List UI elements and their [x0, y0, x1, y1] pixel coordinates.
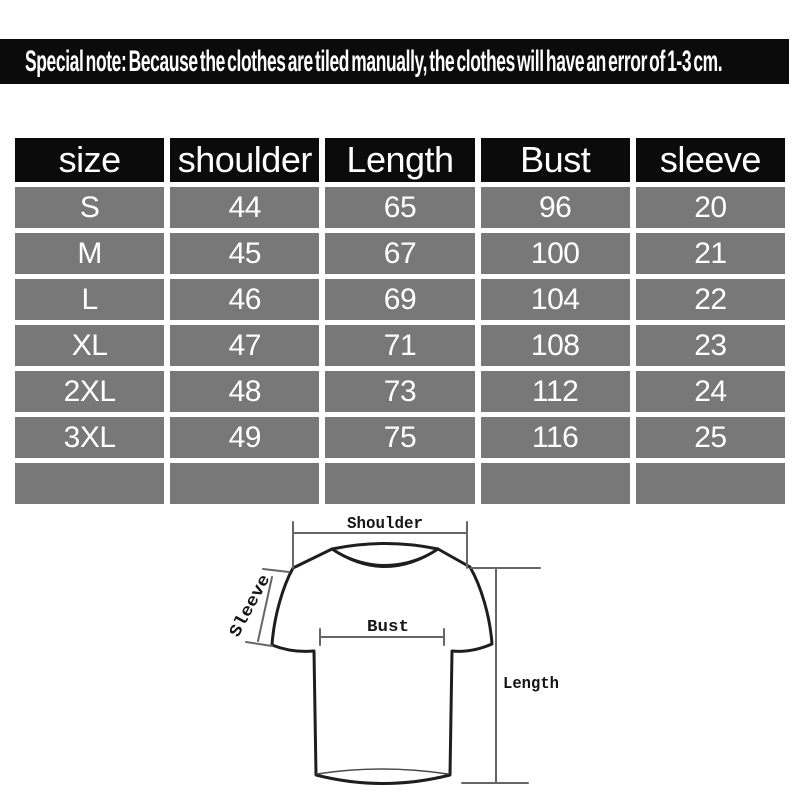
bust-label: Bust	[367, 618, 409, 637]
empty-cell	[480, 463, 630, 504]
special-note-text: Special note: Because the clothes are ti…	[25, 44, 723, 78]
header-cell: Length	[325, 138, 475, 182]
size-cell: S	[15, 187, 165, 228]
value-cell: 22	[635, 279, 785, 320]
value-cell: 65	[325, 187, 475, 228]
value-cell: 67	[325, 233, 475, 274]
header-cell: shoulder	[170, 138, 320, 182]
sleeve-label: Sleeve	[230, 572, 275, 641]
sleeve-measure-tick-top	[262, 568, 290, 573]
sleeve-measure-tick-bottom	[245, 641, 273, 647]
value-cell: 73	[325, 371, 475, 412]
length-label: Length	[503, 675, 559, 694]
collar-inner-line	[336, 551, 434, 566]
value-cell: 20	[635, 187, 785, 228]
header-cell: Bust	[480, 138, 630, 182]
value-cell: 108	[480, 325, 630, 366]
value-cell: 112	[480, 371, 630, 412]
sleeve-measure-line	[257, 576, 273, 642]
empty-cell	[325, 463, 475, 504]
value-cell: 48	[170, 371, 320, 412]
value-cell: 69	[325, 279, 475, 320]
header-cell: size	[15, 138, 165, 182]
size-cell: 2XL	[15, 371, 165, 412]
value-cell: 96	[480, 187, 630, 228]
value-cell: 24	[635, 371, 785, 412]
shoulder-label: Shoulder	[347, 515, 423, 534]
value-cell: 49	[170, 417, 320, 458]
value-cell: 44	[170, 187, 320, 228]
size-cell: 3XL	[15, 417, 165, 458]
value-cell: 104	[480, 279, 630, 320]
value-cell: 25	[635, 417, 785, 458]
value-cell: 75	[325, 417, 475, 458]
value-cell: 45	[170, 233, 320, 274]
tshirt-outline	[270, 542, 494, 785]
size-cell: L	[15, 279, 165, 320]
hem-rim-line	[316, 768, 449, 775]
value-cell: 46	[170, 279, 320, 320]
size-table: size shoulder Length Bust sleeve S 44 65 96 20 M 45…	[15, 138, 785, 504]
value-cell: 23	[635, 325, 785, 366]
tshirt-measurement-diagram: Shoulder Bust Length Sleeve	[230, 515, 559, 785]
header-cell: sleeve	[635, 138, 785, 182]
empty-cell	[170, 463, 320, 504]
value-cell: 47	[170, 325, 320, 366]
size-cell: M	[15, 233, 165, 274]
value-cell: 100	[480, 233, 630, 274]
size-cell: XL	[15, 325, 165, 366]
value-cell: 71	[325, 325, 475, 366]
special-note-banner: Special note: Because the clothes are ti…	[0, 39, 789, 84]
empty-cell	[635, 463, 785, 504]
value-cell: 116	[480, 417, 630, 458]
empty-cell	[15, 463, 165, 504]
value-cell: 21	[635, 233, 785, 274]
